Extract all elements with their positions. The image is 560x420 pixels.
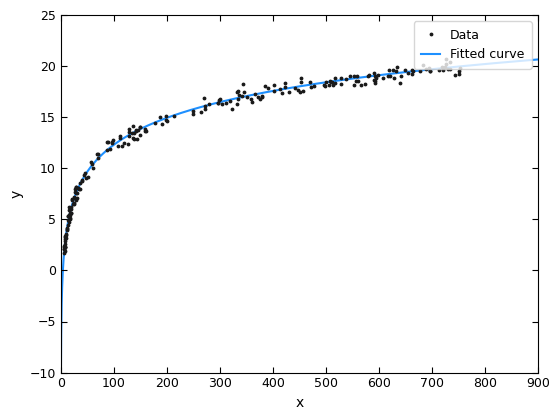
Fitted curve bbox=[277, 87, 284, 92]
Fitted curve bbox=[535, 57, 542, 62]
Fitted curve bbox=[433, 66, 440, 71]
Data bbox=[81, 170, 88, 175]
Data bbox=[457, 65, 464, 70]
Data bbox=[442, 57, 449, 62]
Data bbox=[402, 67, 408, 72]
Fitted curve bbox=[58, 368, 64, 373]
Data bbox=[393, 68, 400, 74]
Data bbox=[375, 73, 381, 78]
Fitted curve bbox=[521, 58, 528, 63]
Data bbox=[89, 161, 96, 166]
Line: Data: Data bbox=[62, 57, 463, 255]
Data bbox=[216, 97, 223, 102]
Fitted curve bbox=[521, 58, 528, 63]
Legend: Data, Fitted curve: Data, Fitted curve bbox=[414, 21, 532, 68]
Y-axis label: y: y bbox=[10, 190, 24, 198]
Data bbox=[60, 250, 67, 255]
Fitted curve bbox=[290, 85, 296, 90]
Line: Fitted curve: Fitted curve bbox=[61, 60, 538, 370]
Fitted curve bbox=[82, 172, 88, 177]
X-axis label: x: x bbox=[295, 396, 304, 410]
